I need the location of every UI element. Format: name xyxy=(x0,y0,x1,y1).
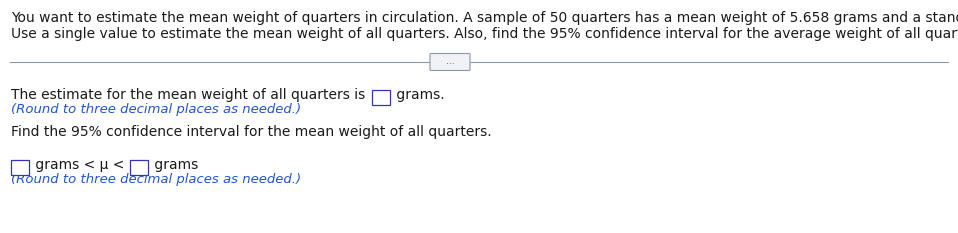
Text: You want to estimate the mean weight of quarters in circulation. A sample of 50 : You want to estimate the mean weight of … xyxy=(11,11,958,25)
FancyBboxPatch shape xyxy=(11,160,29,175)
Text: grams: grams xyxy=(149,158,198,172)
Text: grams < μ <: grams < μ < xyxy=(31,158,128,172)
Text: (Round to three decimal places as needed.): (Round to three decimal places as needed… xyxy=(11,103,301,116)
FancyBboxPatch shape xyxy=(129,160,148,175)
Text: ...: ... xyxy=(445,58,454,66)
FancyBboxPatch shape xyxy=(372,90,390,105)
Text: Find the 95% confidence interval for the mean weight of all quarters.: Find the 95% confidence interval for the… xyxy=(11,125,491,139)
Text: Use a single value to estimate the mean weight of all quarters. Also, find the 9: Use a single value to estimate the mean … xyxy=(11,27,958,41)
Text: (Round to three decimal places as needed.): (Round to three decimal places as needed… xyxy=(11,173,301,186)
Text: The estimate for the mean weight of all quarters is: The estimate for the mean weight of all … xyxy=(11,88,370,102)
FancyBboxPatch shape xyxy=(430,54,470,71)
Text: grams.: grams. xyxy=(392,88,445,102)
